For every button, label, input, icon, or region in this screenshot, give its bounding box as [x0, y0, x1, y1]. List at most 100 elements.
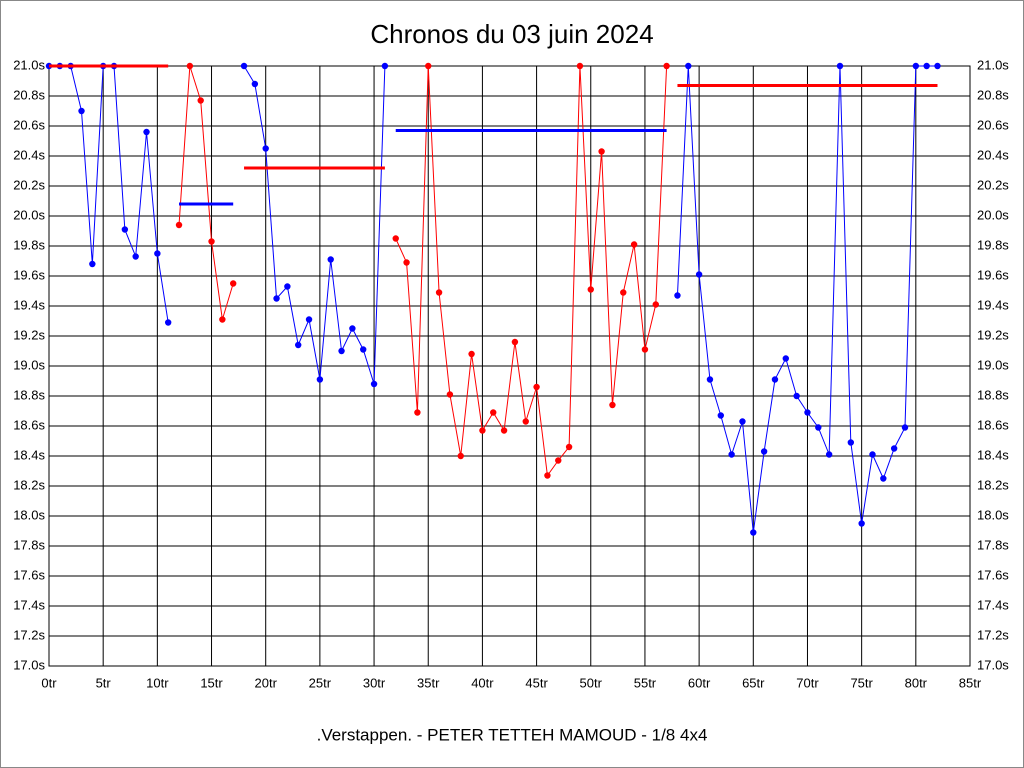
y-tick-label: 20.6s: [13, 117, 45, 132]
y-tick-label: 19.0s: [13, 357, 45, 372]
point: [197, 97, 204, 104]
chart-footer: .Verstappen. - PETER TETTEH MAMOUD - 1/8…: [317, 725, 708, 744]
point: [338, 347, 345, 355]
y2-tick-label: 17.0s: [977, 657, 1009, 672]
point: [208, 238, 215, 245]
y-tick-label: 19.8s: [13, 237, 45, 252]
point: [175, 221, 183, 229]
point: [544, 472, 551, 479]
line: [243, 65, 386, 385]
x-tick-label: 15tr: [200, 675, 223, 690]
point: [782, 355, 789, 362]
x-tick-label: 60tr: [688, 675, 711, 690]
y-tick-label: 20.8s: [13, 87, 45, 102]
x-tick-label: 25tr: [309, 675, 332, 690]
point: [360, 346, 367, 353]
y2-tick-label: 17.2s: [977, 627, 1009, 642]
y-tick-label: 19.4s: [13, 297, 45, 312]
point: [771, 376, 779, 383]
point: [500, 427, 508, 434]
point: [630, 241, 638, 248]
point: [164, 319, 172, 326]
point: [186, 62, 194, 70]
point: [760, 448, 768, 455]
point: [121, 226, 129, 233]
point: [858, 520, 865, 527]
point: [316, 376, 324, 383]
x-tick-label: 45tr: [525, 675, 548, 690]
point: [869, 451, 876, 458]
point: [815, 424, 822, 431]
point: [565, 443, 573, 451]
point: [695, 271, 703, 278]
point: [750, 529, 757, 536]
point: [370, 380, 378, 388]
point: [555, 457, 562, 464]
point: [273, 295, 280, 302]
point: [262, 145, 269, 152]
point: [414, 409, 421, 416]
x-tick-label: 30tr: [363, 675, 386, 690]
x-tick-label: 75tr: [850, 675, 873, 690]
x-tick-label: 70tr: [796, 675, 819, 690]
point: [890, 445, 898, 452]
chart-title: Chronos du 03 juin 2024: [370, 19, 653, 49]
x-tick-label: 40tr: [471, 675, 494, 690]
y-tick-label: 20.4s: [13, 147, 45, 162]
point: [230, 280, 237, 287]
point: [435, 289, 443, 296]
point: [652, 301, 659, 308]
point: [804, 409, 811, 416]
point: [446, 391, 454, 398]
point: [392, 235, 399, 242]
point: [609, 401, 616, 409]
y2-tick-label: 21.0s: [977, 57, 1009, 72]
point: [457, 452, 464, 460]
point: [825, 451, 833, 458]
point: [219, 316, 226, 323]
point: [251, 80, 259, 88]
line: [178, 65, 234, 320]
y2-tick-label: 20.8s: [977, 87, 1009, 102]
y2-tick-label: 19.2s: [977, 327, 1009, 342]
y-tick-label: 19.2s: [13, 327, 45, 342]
y-tick-label: 18.8s: [13, 387, 45, 402]
y-tick-label: 17.0s: [13, 657, 45, 672]
point: [327, 256, 334, 263]
point: [847, 439, 855, 446]
point: [403, 259, 410, 266]
y-tick-label: 20.2s: [13, 177, 45, 192]
y2-tick-label: 19.0s: [977, 357, 1009, 372]
y-tick-label: 18.2s: [13, 477, 45, 492]
point: [381, 62, 389, 70]
y-tick-label: 18.4s: [13, 447, 45, 462]
point: [880, 475, 887, 482]
point: [663, 62, 670, 70]
point: [533, 383, 540, 391]
y2-tick-label: 19.8s: [977, 237, 1009, 252]
y2-tick-label: 18.2s: [977, 477, 1009, 492]
point: [468, 350, 475, 358]
x-tick-label: 5tr: [96, 675, 112, 690]
point: [836, 62, 844, 70]
y2-tick-label: 18.8s: [977, 387, 1009, 402]
point: [706, 376, 714, 383]
point: [598, 148, 605, 155]
y-tick-label: 17.6s: [13, 567, 45, 582]
y2-tick-label: 19.6s: [977, 267, 1009, 282]
y-tick-label: 17.8s: [13, 537, 45, 552]
point: [717, 412, 724, 419]
x-tick-label: 0tr: [41, 675, 57, 690]
y-tick-label: 18.6s: [13, 417, 45, 432]
point: [490, 409, 497, 416]
point: [522, 418, 529, 425]
point: [576, 62, 584, 70]
x-tick-label: 55tr: [634, 675, 657, 690]
point: [674, 292, 681, 299]
point: [587, 286, 594, 293]
y2-tick-label: 20.4s: [977, 147, 1009, 162]
x-tick-label: 85tr: [959, 675, 982, 690]
x-tick-label: 80tr: [905, 675, 928, 690]
point: [685, 62, 692, 70]
